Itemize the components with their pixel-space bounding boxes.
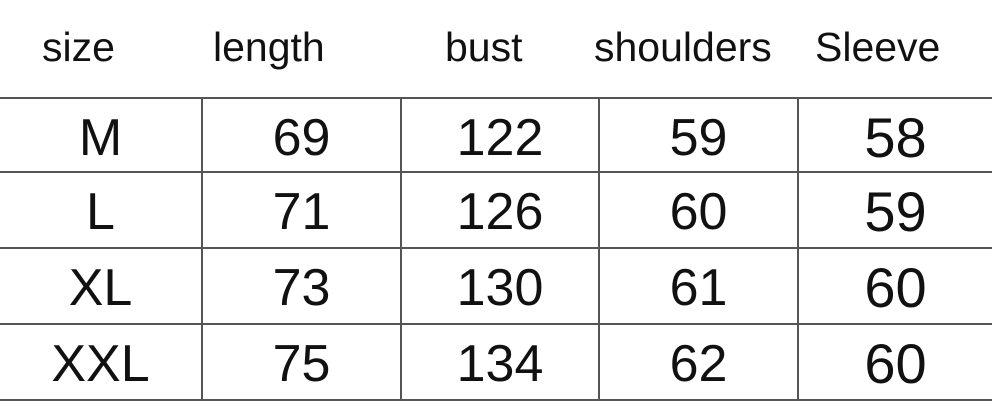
table-cell: 130	[456, 259, 544, 317]
table-cell: L	[86, 183, 115, 241]
table-cell: 122	[456, 109, 544, 167]
table-cell: 60	[864, 332, 927, 395]
table-cell: 60	[669, 183, 728, 241]
header-shoulders: shoulders	[594, 24, 772, 70]
table-cell: 59	[864, 180, 927, 243]
table-cell: XL	[68, 259, 133, 317]
table-cell: 71	[272, 183, 331, 241]
table-cell: 58	[864, 106, 927, 169]
row-divider	[0, 171, 992, 173]
column-divider	[201, 98, 203, 400]
row-divider	[0, 323, 992, 325]
header-length: length	[213, 24, 325, 70]
row-divider	[0, 97, 992, 99]
table-cell: 75	[272, 335, 331, 393]
column-divider	[598, 98, 600, 400]
header-sleeve: Sleeve	[815, 24, 941, 70]
column-divider	[797, 98, 799, 400]
column-divider	[400, 98, 402, 400]
table-cell: 69	[272, 109, 331, 167]
table-cell: M	[78, 109, 123, 167]
header-size: size	[42, 24, 115, 70]
table-cell: 60	[864, 256, 927, 319]
row-divider	[0, 399, 992, 401]
row-divider	[0, 247, 992, 249]
table-cell: 73	[272, 259, 331, 317]
table-cell: 62	[669, 335, 728, 393]
table-cell: 126	[456, 183, 544, 241]
table-cell: XXL	[51, 335, 150, 393]
table-cell: 61	[669, 259, 728, 317]
table-cell: 134	[456, 335, 544, 393]
table-cell: 59	[669, 109, 728, 167]
header-bust: bust	[445, 24, 523, 70]
